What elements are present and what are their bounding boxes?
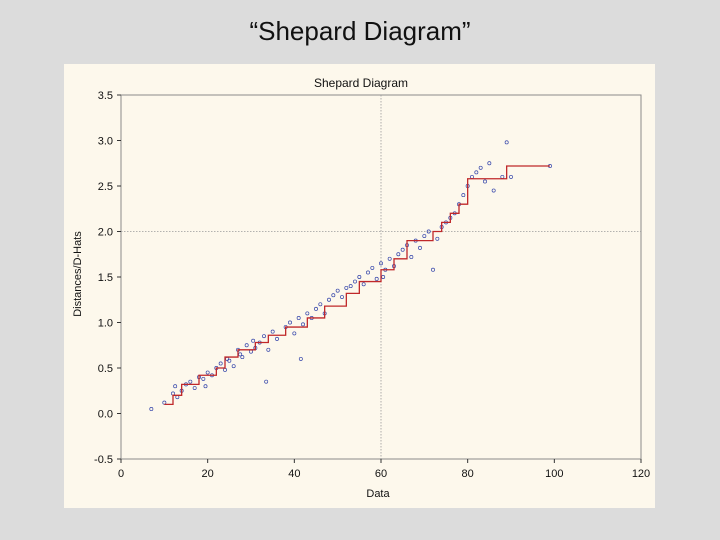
y-tick-label: 2.5 bbox=[98, 181, 113, 193]
data-point bbox=[188, 379, 193, 384]
chart-panel: Shepard Diagram 0 20 40 60 80 100 120 -0.5 0.0 0… bbox=[64, 64, 655, 508]
data-point bbox=[435, 236, 440, 241]
data-point bbox=[292, 331, 297, 336]
data-point bbox=[175, 395, 180, 400]
data-point bbox=[251, 338, 256, 343]
y-tick-label: 3.5 bbox=[98, 90, 113, 102]
data-point bbox=[357, 275, 362, 279]
data-point bbox=[240, 355, 245, 360]
data-point bbox=[340, 295, 344, 299]
data-point bbox=[264, 379, 269, 384]
data-point bbox=[162, 400, 167, 405]
data-point bbox=[331, 293, 336, 298]
data-point bbox=[422, 234, 427, 238]
data-point bbox=[266, 347, 271, 352]
x-tick-label: 40 bbox=[288, 468, 300, 480]
data-point bbox=[149, 407, 154, 411]
y-tick-label: 0.5 bbox=[98, 363, 113, 375]
data-point bbox=[244, 343, 249, 348]
data-points bbox=[149, 140, 552, 411]
slide-title: “Shepard Diagram” bbox=[249, 16, 471, 46]
data-point bbox=[387, 256, 392, 261]
data-point bbox=[318, 302, 323, 307]
data-point bbox=[487, 161, 492, 166]
data-point bbox=[509, 174, 513, 179]
x-axis-ticks: 0 20 40 60 80 100 120 bbox=[118, 459, 650, 480]
data-point bbox=[344, 285, 349, 290]
chart-title: Shepard Diagram bbox=[314, 76, 408, 90]
data-point bbox=[366, 270, 370, 275]
y-tick-label: 0.0 bbox=[98, 409, 113, 421]
data-point bbox=[288, 320, 292, 325]
data-point bbox=[231, 364, 236, 369]
data-point bbox=[353, 279, 357, 284]
data-point bbox=[171, 391, 175, 396]
y-tick-label: 2.0 bbox=[98, 227, 113, 239]
data-point bbox=[218, 361, 223, 366]
y-axis-ticks: -0.5 0.0 0.5 1.0 1.5 2.0 2.5 3.0 3.5 bbox=[94, 90, 121, 466]
data-point bbox=[314, 306, 318, 311]
data-point bbox=[348, 284, 353, 289]
x-tick-label: 0 bbox=[118, 468, 124, 480]
data-point bbox=[361, 282, 366, 287]
x-tick-label: 120 bbox=[632, 468, 650, 480]
data-point bbox=[298, 356, 303, 361]
data-point bbox=[223, 367, 227, 372]
data-point bbox=[478, 165, 483, 170]
data-point bbox=[504, 140, 509, 145]
data-point bbox=[461, 193, 466, 198]
y-tick-label: 1.5 bbox=[98, 272, 113, 284]
data-point bbox=[370, 265, 375, 270]
x-tick-label: 60 bbox=[375, 468, 387, 480]
y-tick-label: -0.5 bbox=[94, 454, 113, 466]
data-point bbox=[203, 384, 208, 389]
data-point bbox=[374, 276, 379, 281]
reference-lines bbox=[121, 95, 641, 459]
y-tick-label: 1.0 bbox=[98, 318, 113, 330]
x-axis-label: Data bbox=[366, 488, 390, 500]
x-tick-label: 100 bbox=[545, 468, 563, 480]
data-point bbox=[400, 247, 405, 252]
data-point bbox=[227, 358, 232, 363]
data-point bbox=[296, 315, 301, 320]
y-axis-label: Distances/D-Hats bbox=[72, 231, 84, 317]
data-point bbox=[483, 179, 487, 184]
data-point bbox=[205, 370, 210, 375]
data-point bbox=[491, 188, 496, 193]
data-point bbox=[275, 336, 279, 341]
data-point bbox=[270, 329, 275, 334]
data-point bbox=[262, 334, 266, 339]
data-point bbox=[335, 288, 340, 293]
data-point bbox=[418, 245, 422, 250]
data-point bbox=[173, 384, 178, 389]
data-point bbox=[500, 174, 505, 179]
y-tick-label: 3.0 bbox=[98, 136, 113, 148]
data-point bbox=[249, 349, 253, 354]
data-point bbox=[201, 376, 206, 381]
data-point bbox=[327, 297, 331, 302]
x-tick-label: 80 bbox=[462, 468, 474, 480]
data-point bbox=[301, 322, 305, 327]
data-point bbox=[381, 275, 386, 279]
data-point bbox=[192, 386, 197, 390]
x-tick-label: 20 bbox=[202, 468, 214, 480]
data-point bbox=[470, 174, 474, 179]
data-point bbox=[305, 311, 310, 316]
data-point bbox=[379, 261, 383, 266]
data-point bbox=[396, 252, 401, 257]
data-point bbox=[431, 267, 435, 272]
data-point bbox=[426, 229, 431, 234]
step-line-group bbox=[164, 165, 550, 406]
step-line bbox=[164, 165, 550, 406]
data-point bbox=[409, 255, 414, 259]
shepard-chart: Shepard Diagram 0 20 40 60 80 100 120 -0.5 0.0 0… bbox=[72, 76, 650, 500]
data-point bbox=[474, 170, 479, 175]
